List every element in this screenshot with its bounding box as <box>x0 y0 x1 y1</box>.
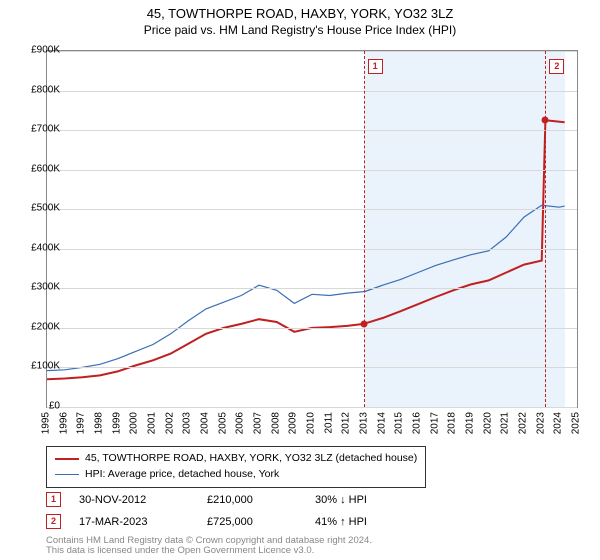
legend-swatch <box>55 474 79 475</box>
legend-item: HPI: Average price, detached house, York <box>55 467 417 483</box>
footer-attribution: Contains HM Land Registry data © Crown c… <box>46 536 372 557</box>
x-axis-label: 2022 <box>518 412 529 434</box>
x-axis-label: 2020 <box>482 412 493 434</box>
gridline <box>47 170 577 171</box>
gridline <box>47 209 577 210</box>
x-axis-label: 1996 <box>58 412 69 434</box>
gridline <box>47 367 577 368</box>
marker-dash-1 <box>364 51 365 407</box>
gridline <box>47 328 577 329</box>
x-axis-label: 2008 <box>270 412 281 434</box>
x-axis-label: 2005 <box>217 412 228 434</box>
y-axis-label: £200K <box>31 321 60 332</box>
y-axis-label: £100K <box>31 361 60 372</box>
chart-lines-svg <box>47 51 577 407</box>
x-axis-label: 2024 <box>553 412 564 434</box>
gridline <box>47 130 577 131</box>
x-axis-label: 1997 <box>76 412 87 434</box>
legend-box: 45, TOWTHORPE ROAD, HAXBY, YORK, YO32 3L… <box>46 446 426 488</box>
y-axis-label: £400K <box>31 242 60 253</box>
chart-plot-area: 12 <box>46 50 578 408</box>
y-axis-label: £800K <box>31 84 60 95</box>
sale-row-2: 2 17-MAR-2023 £725,000 41% ↑ HPI <box>46 514 367 529</box>
y-axis-label: £500K <box>31 203 60 214</box>
x-axis-label: 2006 <box>235 412 246 434</box>
x-axis-label: 2025 <box>571 412 582 434</box>
x-axis-label: 1999 <box>111 412 122 434</box>
sale-delta: 30% ↓ HPI <box>315 494 367 506</box>
gridline <box>47 249 577 250</box>
footer-line2: This data is licensed under the Open Gov… <box>46 546 372 556</box>
x-axis-label: 2003 <box>182 412 193 434</box>
x-axis-label: 2019 <box>465 412 476 434</box>
marker-dot-2 <box>542 117 549 124</box>
gridline <box>47 51 577 52</box>
x-axis-label: 2012 <box>341 412 352 434</box>
sale-marker-2: 2 <box>46 514 61 529</box>
sale-price: £725,000 <box>207 516 297 528</box>
x-axis-label: 2001 <box>147 412 158 434</box>
gridline <box>47 407 577 408</box>
chart-title: 45, TOWTHORPE ROAD, HAXBY, YORK, YO32 3L… <box>0 0 600 21</box>
legend-item: 45, TOWTHORPE ROAD, HAXBY, YORK, YO32 3L… <box>55 451 417 467</box>
x-axis-label: 2009 <box>288 412 299 434</box>
legend-label: HPI: Average price, detached house, York <box>85 467 279 483</box>
x-axis-label: 2000 <box>129 412 140 434</box>
sale-marker-1: 1 <box>46 492 61 507</box>
sale-price: £210,000 <box>207 494 297 506</box>
x-axis-label: 2010 <box>306 412 317 434</box>
y-axis-label: £900K <box>31 45 60 56</box>
x-axis-label: 2018 <box>447 412 458 434</box>
chart-container: 45, TOWTHORPE ROAD, HAXBY, YORK, YO32 3L… <box>0 0 600 560</box>
x-axis-label: 1995 <box>41 412 52 434</box>
x-axis-label: 2004 <box>200 412 211 434</box>
gridline <box>47 288 577 289</box>
x-axis-label: 2021 <box>500 412 511 434</box>
sale-delta: 41% ↑ HPI <box>315 516 367 528</box>
sale-date: 30-NOV-2012 <box>79 494 189 506</box>
legend-label: 45, TOWTHORPE ROAD, HAXBY, YORK, YO32 3L… <box>85 451 417 467</box>
marker-box-1: 1 <box>368 59 383 74</box>
x-axis-label: 2016 <box>412 412 423 434</box>
y-axis-label: £300K <box>31 282 60 293</box>
chart-subtitle: Price paid vs. HM Land Registry's House … <box>0 21 600 41</box>
x-axis-label: 2023 <box>535 412 546 434</box>
marker-dash-2 <box>545 51 546 407</box>
x-axis-label: 2007 <box>253 412 264 434</box>
x-axis-label: 2017 <box>429 412 440 434</box>
x-axis-label: 2013 <box>359 412 370 434</box>
sale-row-1: 1 30-NOV-2012 £210,000 30% ↓ HPI <box>46 492 367 507</box>
x-axis-label: 2014 <box>376 412 387 434</box>
y-axis-label: £600K <box>31 163 60 174</box>
marker-box-2: 2 <box>549 59 564 74</box>
gridline <box>47 91 577 92</box>
marker-dot-1 <box>360 320 367 327</box>
x-axis-label: 2011 <box>323 412 334 434</box>
x-axis-label: 2002 <box>164 412 175 434</box>
x-axis-label: 2015 <box>394 412 405 434</box>
y-axis-label: £700K <box>31 124 60 135</box>
legend-swatch <box>55 458 79 460</box>
y-axis-label: £0 <box>49 401 60 412</box>
sale-date: 17-MAR-2023 <box>79 516 189 528</box>
x-axis-label: 1998 <box>94 412 105 434</box>
